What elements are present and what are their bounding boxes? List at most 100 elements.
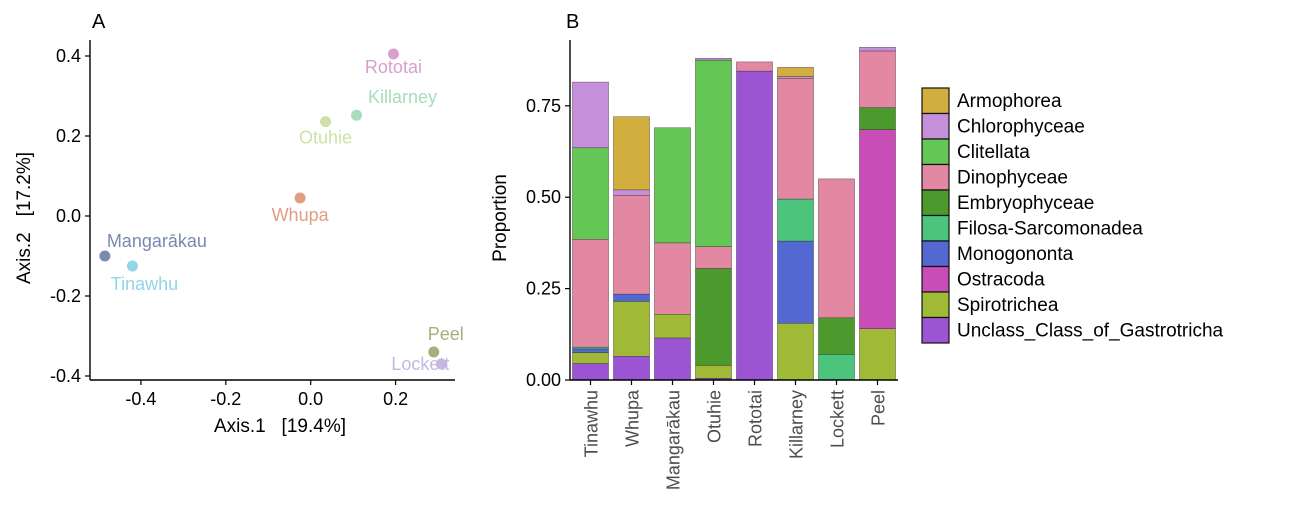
bar-segment	[613, 116, 650, 191]
bar-segment	[859, 328, 896, 381]
y-tick-label: 0.50	[526, 187, 561, 207]
bar-stack	[736, 61, 773, 381]
bar-segment	[777, 76, 814, 79]
bar-segment	[818, 317, 855, 355]
bar-segment	[572, 346, 609, 350]
bar-segment	[736, 70, 773, 381]
scatter-points: Rototai Killarney Otuhie Whupa Mangarākau Tin…	[99, 48, 464, 374]
y-tick-label: 0.75	[526, 96, 561, 116]
bar-segment	[695, 246, 732, 269]
bar-segment	[777, 67, 814, 77]
point-label: Rototai	[365, 57, 422, 77]
category-label: Lockett	[828, 390, 848, 448]
bar-segment	[613, 293, 650, 302]
bar-axes: 0.00 0.25 0.50 0.75 Tinawhu Whupa Mangarākau Ot…	[526, 40, 898, 490]
scatter-point	[99, 250, 111, 262]
bar-segment	[777, 78, 814, 200]
bar-segment	[777, 198, 814, 242]
bar-segment	[654, 127, 691, 244]
y-tick-label: 0.2	[56, 126, 81, 146]
bar-segment	[572, 352, 609, 364]
legend-swatch	[921, 87, 950, 115]
bar-segment	[572, 239, 609, 348]
legend-label: Monogononta	[957, 244, 1074, 265]
legend-swatch	[921, 291, 950, 319]
legend-item: Clitellata	[921, 138, 1030, 166]
point-label: Peel	[428, 324, 464, 344]
legend-label: Spirotrichea	[957, 295, 1059, 316]
x-axis-title: Axis.1 [19.4%]	[214, 416, 346, 437]
scatter-point	[351, 109, 363, 121]
panel-a-letter: A	[92, 11, 106, 33]
bar-segment	[572, 81, 609, 149]
scatter-point	[320, 116, 332, 128]
panel-a-scatter: A Rototai Killarney Otuhie Whupa Mangarākau T…	[14, 11, 464, 437]
bar-stack	[777, 67, 814, 381]
bar-segment	[736, 61, 773, 72]
bar-segment	[818, 178, 855, 319]
legend-swatch	[921, 112, 950, 140]
legend-item: Monogononta	[921, 240, 1074, 268]
y-tick-label: -0.2	[50, 286, 81, 306]
category-label: Peel	[869, 390, 889, 426]
point-label: Tinawhu	[111, 274, 178, 294]
x-tick-label: 0.0	[298, 389, 323, 409]
bar-segment	[613, 189, 650, 196]
panel-b-stacked-bar: B 0.00 0.25 0.50 0.75 Tinawhu Whupa Mangarākau…	[490, 11, 898, 490]
category-label: Tinawhu	[582, 390, 602, 457]
bar-segment	[654, 314, 691, 339]
scatter-point	[126, 260, 138, 272]
point-label: Whupa	[272, 205, 330, 225]
legend-label: Chlorophyceae	[957, 117, 1085, 138]
bar-segment	[695, 365, 732, 379]
bar-segment	[695, 58, 732, 61]
bar-segment	[859, 107, 896, 130]
scatter-axes: -0.4 -0.2 0.0 0.2 0.4 -0.4 -0.2 0.0 0.2	[50, 40, 455, 409]
legend-label: Dinophyceae	[957, 168, 1068, 189]
y-tick-label: 0.00	[526, 370, 561, 390]
bar-stack	[859, 47, 896, 381]
bar-segment	[572, 348, 609, 353]
y-tick-label: 0.25	[526, 279, 561, 299]
legend-item: Unclass_Class_of_Gastrotricha	[921, 316, 1224, 344]
legend-label: Armophorea	[957, 91, 1062, 112]
legend-swatch	[921, 214, 950, 242]
bar-stack	[572, 81, 609, 381]
bar-stack	[818, 178, 855, 381]
bar-segment	[859, 129, 896, 329]
legend-item: Dinophyceae	[921, 163, 1068, 191]
legend-swatch	[921, 316, 950, 344]
legend-label: Filosa-Sarcomonadea	[957, 219, 1143, 240]
point-label: Killarney	[368, 87, 437, 107]
bar-segment	[654, 337, 691, 381]
legend-swatch	[921, 265, 950, 293]
category-label: Killarney	[787, 390, 807, 459]
category-label: Mangarākau	[664, 390, 684, 490]
category-label: Rototai	[746, 390, 766, 447]
y-tick-label: 0.4	[56, 46, 81, 66]
x-tick-label: -0.4	[125, 389, 156, 409]
bar-segment	[695, 59, 732, 247]
legend-swatch	[921, 189, 950, 217]
scatter-point	[435, 358, 447, 370]
y-tick-label: 0.0	[56, 206, 81, 226]
bar-segment	[613, 356, 650, 381]
y-axis-title: Axis.2 [17.2%]	[14, 152, 35, 284]
bar-segment	[818, 354, 855, 381]
legend-item: Armophorea	[921, 87, 1062, 115]
bar-segment	[654, 242, 691, 315]
legend-swatch	[921, 138, 950, 166]
bar-segment	[572, 363, 609, 381]
y-axis-title-proportion: Proportion	[490, 174, 511, 262]
bar-segment	[613, 195, 650, 295]
bar-stack	[613, 116, 650, 381]
legend-item: Ostracoda	[921, 265, 1045, 293]
bar-segment	[572, 147, 609, 240]
legend-swatch	[921, 163, 950, 191]
bar-segment	[613, 301, 650, 357]
bar-segment	[695, 268, 732, 366]
bar-stack	[654, 127, 691, 381]
legend-item: Filosa-Sarcomonadea	[921, 214, 1143, 242]
legend-item: Chlorophyceae	[921, 112, 1085, 140]
